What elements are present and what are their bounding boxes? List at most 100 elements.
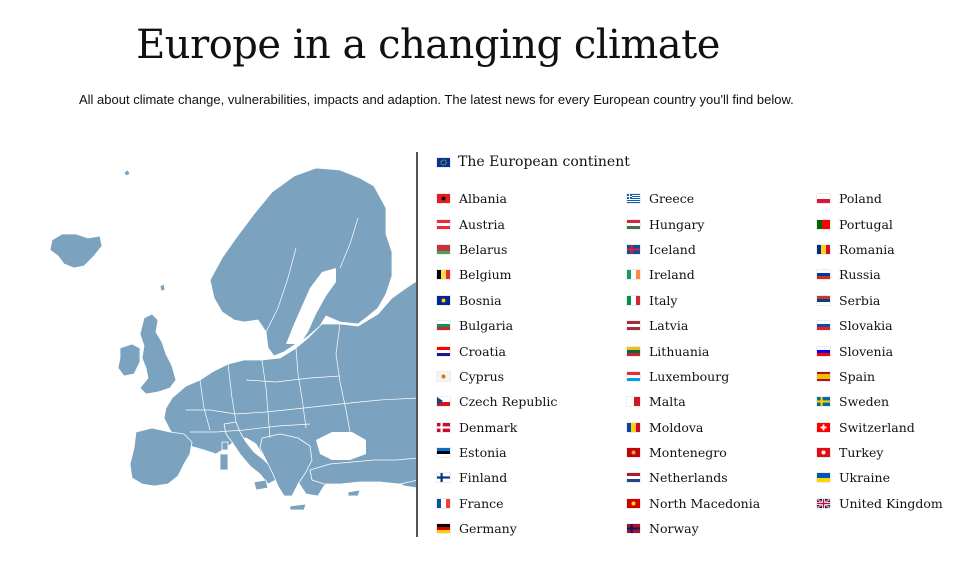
country-link-finland[interactable]: Finland [437, 465, 557, 490]
russia-flag-icon [817, 270, 830, 280]
map-region-ireland[interactable] [117, 343, 141, 377]
italy-flag-icon [627, 295, 640, 305]
continent-label: The European continent [458, 154, 630, 170]
denmark-flag-icon [437, 422, 450, 432]
country-link-lithuania[interactable]: Lithuania [627, 338, 760, 363]
country-link-norway[interactable]: Norway [627, 516, 760, 541]
country-link-slovakia[interactable]: Slovakia [817, 313, 943, 338]
country-link-denmark[interactable]: Denmark [437, 415, 557, 440]
country-link-poland[interactable]: Poland [817, 186, 943, 211]
map-region-balkans[interactable] [259, 433, 313, 497]
country-label: Lithuania [649, 343, 710, 359]
serbia-flag-icon [817, 295, 830, 305]
country-link-sweden[interactable]: Sweden [817, 389, 943, 414]
country-link-germany[interactable]: Germany [437, 516, 557, 541]
map-region-sardinia[interactable] [219, 453, 229, 471]
slovakia-flag-icon [817, 321, 830, 331]
france-flag-icon [437, 498, 450, 508]
spain-flag-icon [817, 371, 830, 381]
country-label: Netherlands [649, 470, 728, 486]
country-link-malta[interactable]: Malta [627, 389, 760, 414]
page-subtitle: All about climate change, vulnerabilitie… [79, 92, 794, 107]
country-link-belarus[interactable]: Belarus [437, 237, 557, 262]
iceland-flag-icon [627, 244, 640, 254]
map-region-iceland[interactable] [49, 233, 103, 269]
country-link-croatia[interactable]: Croatia [437, 338, 557, 363]
country-link-belgium[interactable]: Belgium [437, 262, 557, 287]
country-label: North Macedonia [649, 495, 761, 511]
latvia-flag-icon [627, 321, 640, 331]
map-region-corsica[interactable] [221, 441, 229, 451]
country-link-montenegro[interactable]: Montenegro [627, 440, 760, 465]
austria-flag-icon [437, 219, 450, 229]
north-macedonia-flag-icon [627, 498, 640, 508]
country-label: Belarus [459, 241, 508, 257]
norway-flag-icon [627, 524, 640, 534]
belarus-flag-icon [437, 244, 450, 254]
moldova-flag-icon [627, 422, 640, 432]
map-region-cyprus[interactable] [347, 489, 361, 497]
country-label: Portugal [839, 216, 893, 232]
croatia-flag-icon [437, 346, 450, 356]
country-link-austria[interactable]: Austria [437, 211, 557, 236]
bulgaria-flag-icon [437, 321, 450, 331]
country-label: France [459, 495, 504, 511]
country-label: Moldova [649, 419, 704, 435]
map-region-shetland[interactable] [159, 283, 166, 292]
europe-map[interactable] [40, 148, 418, 540]
country-link-luxembourg[interactable]: Luxembourg [627, 364, 760, 389]
country-label: Bulgaria [459, 318, 514, 334]
country-link-czech-republic[interactable]: Czech Republic [437, 389, 557, 414]
country-link-netherlands[interactable]: Netherlands [627, 465, 760, 490]
country-link-italy[interactable]: Italy [627, 288, 760, 313]
country-link-moldova[interactable]: Moldova [627, 415, 760, 440]
country-label: Sweden [839, 394, 890, 410]
country-link-romania[interactable]: Romania [817, 237, 943, 262]
country-link-ukraine[interactable]: Ukraine [817, 465, 943, 490]
country-link-russia[interactable]: Russia [817, 262, 943, 287]
netherlands-flag-icon [627, 473, 640, 483]
country-link-bulgaria[interactable]: Bulgaria [437, 313, 557, 338]
turkey-flag-icon [817, 448, 830, 458]
map-region-great-britain[interactable] [139, 313, 177, 395]
country-link-iceland[interactable]: Iceland [627, 237, 760, 262]
country-label: Greece [649, 191, 695, 207]
country-link-portugal[interactable]: Portugal [817, 211, 943, 236]
map-region-crete[interactable] [289, 503, 307, 511]
country-link-albania[interactable]: Albania [437, 186, 557, 211]
country-link-spain[interactable]: Spain [817, 364, 943, 389]
map-region-scandinavia[interactable] [209, 167, 393, 357]
map-region-sicily[interactable] [253, 479, 269, 491]
country-link-united-kingdom[interactable]: United Kingdom [817, 491, 943, 516]
country-label: Norway [649, 521, 699, 537]
country-link-ireland[interactable]: Ireland [627, 262, 760, 287]
country-label: Latvia [649, 318, 689, 334]
country-link-serbia[interactable]: Serbia [817, 288, 943, 313]
country-label: Slovakia [839, 318, 893, 334]
country-label: Switzerland [839, 419, 915, 435]
country-link-slovenia[interactable]: Slovenia [817, 338, 943, 363]
country-label: Hungary [649, 216, 705, 232]
country-link-france[interactable]: France [437, 491, 557, 516]
lithuania-flag-icon [627, 346, 640, 356]
europe-map-shapes[interactable] [49, 167, 418, 511]
country-link-north-macedonia[interactable]: North Macedonia [627, 491, 760, 516]
country-link-turkey[interactable]: Turkey [817, 440, 943, 465]
poland-flag-icon [817, 194, 830, 204]
map-region-iberia[interactable] [129, 427, 193, 487]
eu-flag-icon [437, 157, 450, 167]
map-region-faroe[interactable] [123, 169, 131, 177]
luxembourg-flag-icon [627, 371, 640, 381]
country-link-latvia[interactable]: Latvia [627, 313, 760, 338]
country-link-cyprus[interactable]: Cyprus [437, 364, 557, 389]
country-link-switzerland[interactable]: Switzerland [817, 415, 943, 440]
country-label: Austria [459, 216, 505, 232]
country-label: Spain [839, 368, 876, 384]
country-link-greece[interactable]: Greece [627, 186, 760, 211]
country-link-hungary[interactable]: Hungary [627, 211, 760, 236]
continent-link[interactable]: The European continent [437, 154, 630, 170]
country-link-bosnia[interactable]: Bosnia [437, 288, 557, 313]
map-region-turkey[interactable] [309, 457, 418, 485]
country-column-1: Albania Austria Belarus Belgium Bosnia Bulgar… [437, 186, 557, 541]
country-link-estonia[interactable]: Estonia [437, 440, 557, 465]
